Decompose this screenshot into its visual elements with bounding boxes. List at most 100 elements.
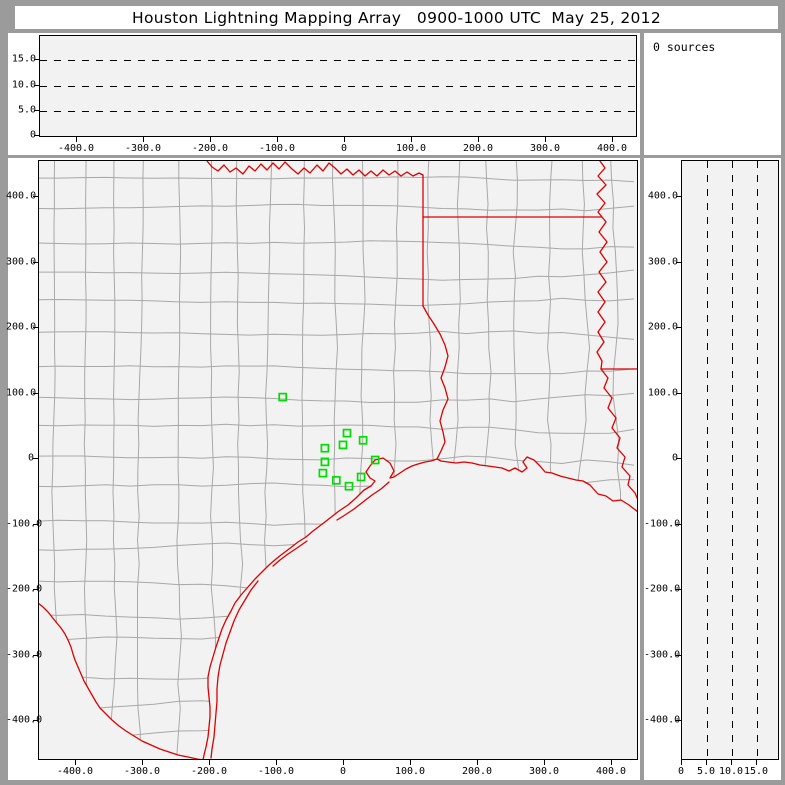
x-tick-mark xyxy=(143,137,144,142)
x-tick-mark xyxy=(681,760,682,765)
y-tick-mark xyxy=(676,392,681,394)
x-tick-label: 10.0 xyxy=(718,766,744,777)
mississippi-river-lower xyxy=(600,368,638,501)
x-tick-label: -400.0 xyxy=(56,766,94,777)
y-tick-label: -100.0 xyxy=(644,518,681,529)
y-tick-label: 15.0 xyxy=(11,53,36,65)
x-tick-mark xyxy=(477,760,478,765)
padre-island xyxy=(210,580,259,759)
y-tick-mark xyxy=(676,327,681,328)
x-tick-label: -100.0 xyxy=(258,143,296,154)
mississippi-river-upper xyxy=(596,160,608,370)
x-tick-label: -300.0 xyxy=(124,143,162,154)
x-tick-label: -100.0 xyxy=(257,766,295,777)
y-tick-mark xyxy=(676,261,681,263)
y-tick-mark xyxy=(33,327,38,328)
x-tick-mark xyxy=(612,137,613,142)
plan-view-map-panel: 400.0 300.0 200.0 100.0 0 -100.0 -200.0 -300.0 -… xyxy=(6,158,640,780)
altitude-northsouth-plot[interactable] xyxy=(681,160,779,760)
y-tick-mark xyxy=(676,458,681,459)
y-tick-label: -300.0 xyxy=(644,649,681,660)
lma-station-marker xyxy=(278,392,288,402)
y-tick-label: -300.0 xyxy=(6,649,43,660)
x-tick-mark xyxy=(706,760,707,765)
lma-station-marker xyxy=(342,428,352,438)
sources-count-label: 0 sources xyxy=(653,40,716,54)
y-tick-label: 100.0 xyxy=(647,387,678,398)
x-tick-label: -400.0 xyxy=(57,143,95,154)
lma-station-marker xyxy=(356,472,366,482)
y-tick-mark xyxy=(676,589,681,590)
x-tick-label: 300.0 xyxy=(528,766,560,777)
x-tick-label: 400.0 xyxy=(595,766,627,777)
y-tick-mark xyxy=(33,196,38,197)
x-tick-mark xyxy=(544,760,545,765)
x-tick-mark xyxy=(478,137,479,142)
x-tick-label: -200.0 xyxy=(190,766,228,777)
y-tick-mark xyxy=(33,261,38,263)
title-bar: Houston Lightning Mapping Array 0900-100… xyxy=(15,6,778,29)
x-tick-label: 100.0 xyxy=(394,766,426,777)
x-tick-mark xyxy=(209,760,210,765)
county-line xyxy=(38,203,635,212)
y-tick-label: 200.0 xyxy=(6,321,37,333)
x-tick-mark xyxy=(76,137,77,142)
x-tick-mark xyxy=(731,760,732,765)
county-line xyxy=(38,269,635,281)
altitude-northsouth-panel: 400.0 300.0 200.0 100.0 0 -100.0 -200.0 -300.0 -… xyxy=(644,158,781,780)
county-line xyxy=(136,160,144,757)
plan-view-map-plot[interactable] xyxy=(38,160,638,760)
y-tick-label: 100.0 xyxy=(6,387,37,398)
x-tick-mark xyxy=(611,760,612,765)
window-title: Houston Lightning Mapping Array 0900-100… xyxy=(131,8,661,27)
y-tick-mark xyxy=(676,196,681,197)
y-tick-mark xyxy=(676,654,681,656)
x-tick-mark xyxy=(344,137,345,142)
x-tick-mark xyxy=(277,137,278,142)
altitude-eastwest-panel: 15.0 10.0 5.0 0 -400.0 -300.0 -200.0 -100.0 0 100… xyxy=(8,33,640,155)
altitude-eastwest-plot[interactable] xyxy=(39,35,637,137)
galveston-island xyxy=(336,481,390,521)
x-tick-label: 200.0 xyxy=(461,766,493,777)
sources-count-box: 0 sources xyxy=(644,33,781,155)
gulf-coastline xyxy=(202,456,638,760)
county-line xyxy=(108,160,118,757)
x-tick-label: 0 xyxy=(339,766,347,777)
x-tick-mark xyxy=(343,760,344,765)
y-tick-label: 300.0 xyxy=(6,256,37,267)
x-tick-label: 100.0 xyxy=(395,143,427,154)
lma-station-marker xyxy=(344,481,354,491)
y-tick-mark xyxy=(34,59,39,61)
y-tick-label: 300.0 xyxy=(647,256,678,267)
y-tick-label: 200.0 xyxy=(647,321,678,333)
x-tick-mark xyxy=(545,137,546,142)
lma-station-marker xyxy=(358,435,368,445)
rio-grande xyxy=(38,602,204,760)
x-tick-mark xyxy=(142,760,143,765)
y-tick-mark xyxy=(33,589,38,590)
county-line xyxy=(38,240,635,250)
y-tick-mark xyxy=(33,720,38,721)
y-tick-label: 0 xyxy=(27,452,34,464)
county-line xyxy=(38,392,635,404)
y-tick-mark xyxy=(33,392,38,394)
map-axis-frame xyxy=(38,160,638,760)
lma-station-marker xyxy=(320,443,330,453)
county-line xyxy=(38,297,635,307)
x-tick-mark xyxy=(210,137,211,142)
altitude-gridline xyxy=(732,161,733,759)
x-tick-label: 15.0 xyxy=(743,766,769,777)
y-tick-mark xyxy=(676,523,681,525)
y-tick-label: 400.0 xyxy=(647,190,678,202)
x-tick-label: -300.0 xyxy=(123,766,161,777)
y-tick-label: -200.0 xyxy=(6,583,43,595)
y-tick-label: -400.0 xyxy=(644,714,681,726)
x-tick-mark xyxy=(410,760,411,765)
y-tick-label: -200.0 xyxy=(644,583,681,595)
y-tick-mark xyxy=(33,523,38,525)
altitude-gridline xyxy=(40,85,636,87)
altitude-gridline xyxy=(707,161,708,759)
county-line xyxy=(38,330,635,340)
x-tick-label: 0 xyxy=(677,766,685,777)
